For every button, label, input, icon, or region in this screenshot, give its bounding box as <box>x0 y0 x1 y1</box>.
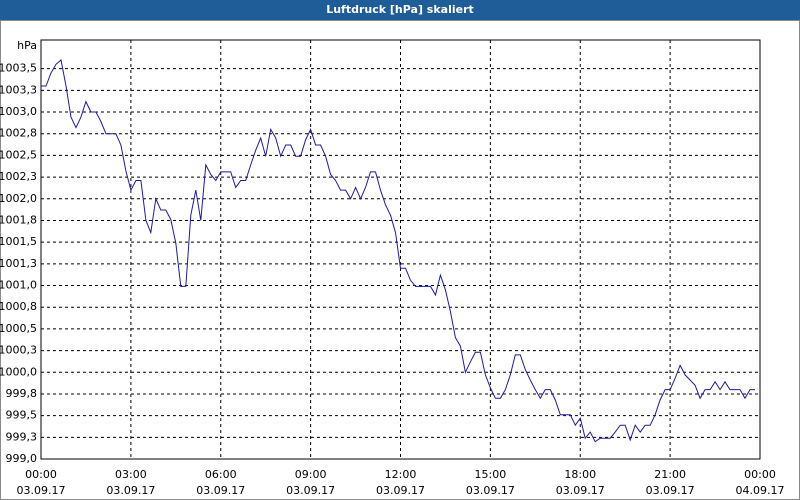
y-tick-label: 1003,3 <box>0 83 37 96</box>
y-tick-label: 1003,0 <box>0 105 37 118</box>
x-tick-date: 04.09.17 <box>736 484 785 497</box>
x-tick-label: 06:00 <box>205 468 237 481</box>
y-tick-label: 1001,8 <box>0 213 37 226</box>
x-tick-label: 15:00 <box>475 468 507 481</box>
window-frame <box>0 20 800 500</box>
y-tick-label: 999,8 <box>6 387 38 400</box>
y-tick-label: 1000,0 <box>0 365 37 378</box>
x-tick-label: 00:00 <box>25 468 57 481</box>
x-tick-date: 03.09.17 <box>646 484 695 497</box>
x-tick-date: 03.09.17 <box>106 484 155 497</box>
y-tick-label: 999,0 <box>6 452 38 465</box>
y-tick-label: 999,5 <box>6 409 38 422</box>
y-tick-label: 1002,3 <box>0 170 37 183</box>
x-tick-date: 03.09.17 <box>466 484 515 497</box>
x-tick-date: 03.09.17 <box>196 484 245 497</box>
y-tick-label: 1000,8 <box>0 300 37 313</box>
x-tick-label: 03:00 <box>115 468 147 481</box>
x-tick-label: 21:00 <box>654 468 686 481</box>
x-tick-date: 03.09.17 <box>17 484 66 497</box>
plot-border <box>40 39 761 460</box>
chart-title: Luftdruck [hPa] skaliert <box>326 3 474 16</box>
y-tick-label: 1001,3 <box>0 257 37 270</box>
x-tick-label: 00:00 <box>744 468 776 481</box>
y-tick-label: 1003,5 <box>0 62 37 75</box>
y-tick-label: 1002,8 <box>0 127 37 140</box>
y-axis-label: hPa <box>17 39 37 52</box>
y-tick-label: 1002,5 <box>0 148 37 161</box>
y-tick-label: 1000,3 <box>0 344 37 357</box>
y-tick-label: 1001,0 <box>0 279 37 292</box>
x-tick-date: 03.09.17 <box>286 484 335 497</box>
x-tick-label: 09:00 <box>295 468 327 481</box>
y-tick-label: 1002,0 <box>0 192 37 205</box>
title-bar <box>0 0 800 20</box>
x-tick-label: 12:00 <box>385 468 417 481</box>
y-tick-label: 1001,5 <box>0 235 37 248</box>
y-tick-label: 1000,5 <box>0 322 37 335</box>
data-line <box>41 59 755 443</box>
x-tick-date: 03.09.17 <box>376 484 425 497</box>
x-tick-date: 03.09.17 <box>556 484 605 497</box>
y-tick-label: 999,3 <box>6 430 38 443</box>
x-tick-label: 18:00 <box>564 468 596 481</box>
